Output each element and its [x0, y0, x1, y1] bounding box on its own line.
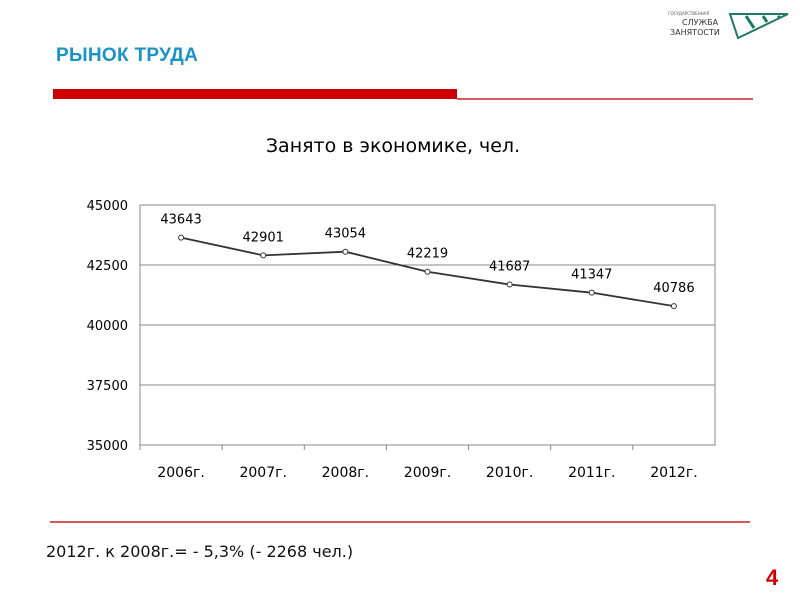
- header-divider-thin: [457, 98, 753, 100]
- y-tick-label: 42500: [87, 259, 128, 274]
- x-tick-label: 2007г.: [239, 465, 286, 481]
- footer-divider: [50, 521, 750, 523]
- y-tick-label: 35000: [87, 439, 128, 454]
- header-divider: [53, 89, 457, 99]
- y-tick-label: 45000: [87, 199, 128, 214]
- data-label: 43643: [160, 213, 201, 228]
- data-label: 40786: [653, 281, 694, 296]
- x-tick-label: 2011г.: [568, 465, 615, 481]
- footer-note: 2012г. к 2008г.= - 5,3% (- 2268 чел.): [46, 542, 354, 561]
- svg-text:ГОСУДАРСТВЕННАЯ: ГОСУДАРСТВЕННАЯ: [668, 11, 709, 16]
- x-tick-label: 2009г.: [404, 465, 451, 481]
- logo: ГОСУДАРСТВЕННАЯ СЛУЖБА ЗАНЯТОСТИ: [668, 8, 793, 44]
- y-tick-label: 37500: [87, 379, 128, 394]
- svg-text:СЛУЖБА: СЛУЖБА: [682, 18, 719, 27]
- data-point: [424, 268, 431, 275]
- page-title: РЫНОК ТРУДА: [56, 45, 199, 66]
- data-label: 43054: [325, 227, 366, 242]
- line-chart: Занято в экономике, чел. 35000 37500 40000…: [87, 135, 716, 481]
- x-tick-label: 2012г.: [650, 465, 697, 481]
- svg-text:ЗАНЯТОСТИ: ЗАНЯТОСТИ: [670, 28, 720, 37]
- data-point: [588, 289, 595, 296]
- chart-title: Занято в экономике, чел.: [266, 135, 520, 157]
- data-point: [670, 303, 677, 310]
- y-tick-label: 40000: [87, 319, 128, 334]
- data-point: [342, 248, 349, 255]
- x-tick-label: 2010г.: [486, 465, 533, 481]
- page-number: 4: [766, 565, 779, 590]
- data-point: [260, 252, 267, 259]
- data-label: 42219: [407, 247, 448, 262]
- data-label: 41347: [571, 268, 612, 283]
- data-point: [506, 281, 513, 288]
- data-point: [178, 234, 185, 241]
- data-label: 41687: [489, 260, 530, 275]
- x-tick-label: 2008г.: [322, 465, 369, 481]
- data-label: 42901: [243, 230, 284, 245]
- x-tick-label: 2006г.: [157, 465, 204, 481]
